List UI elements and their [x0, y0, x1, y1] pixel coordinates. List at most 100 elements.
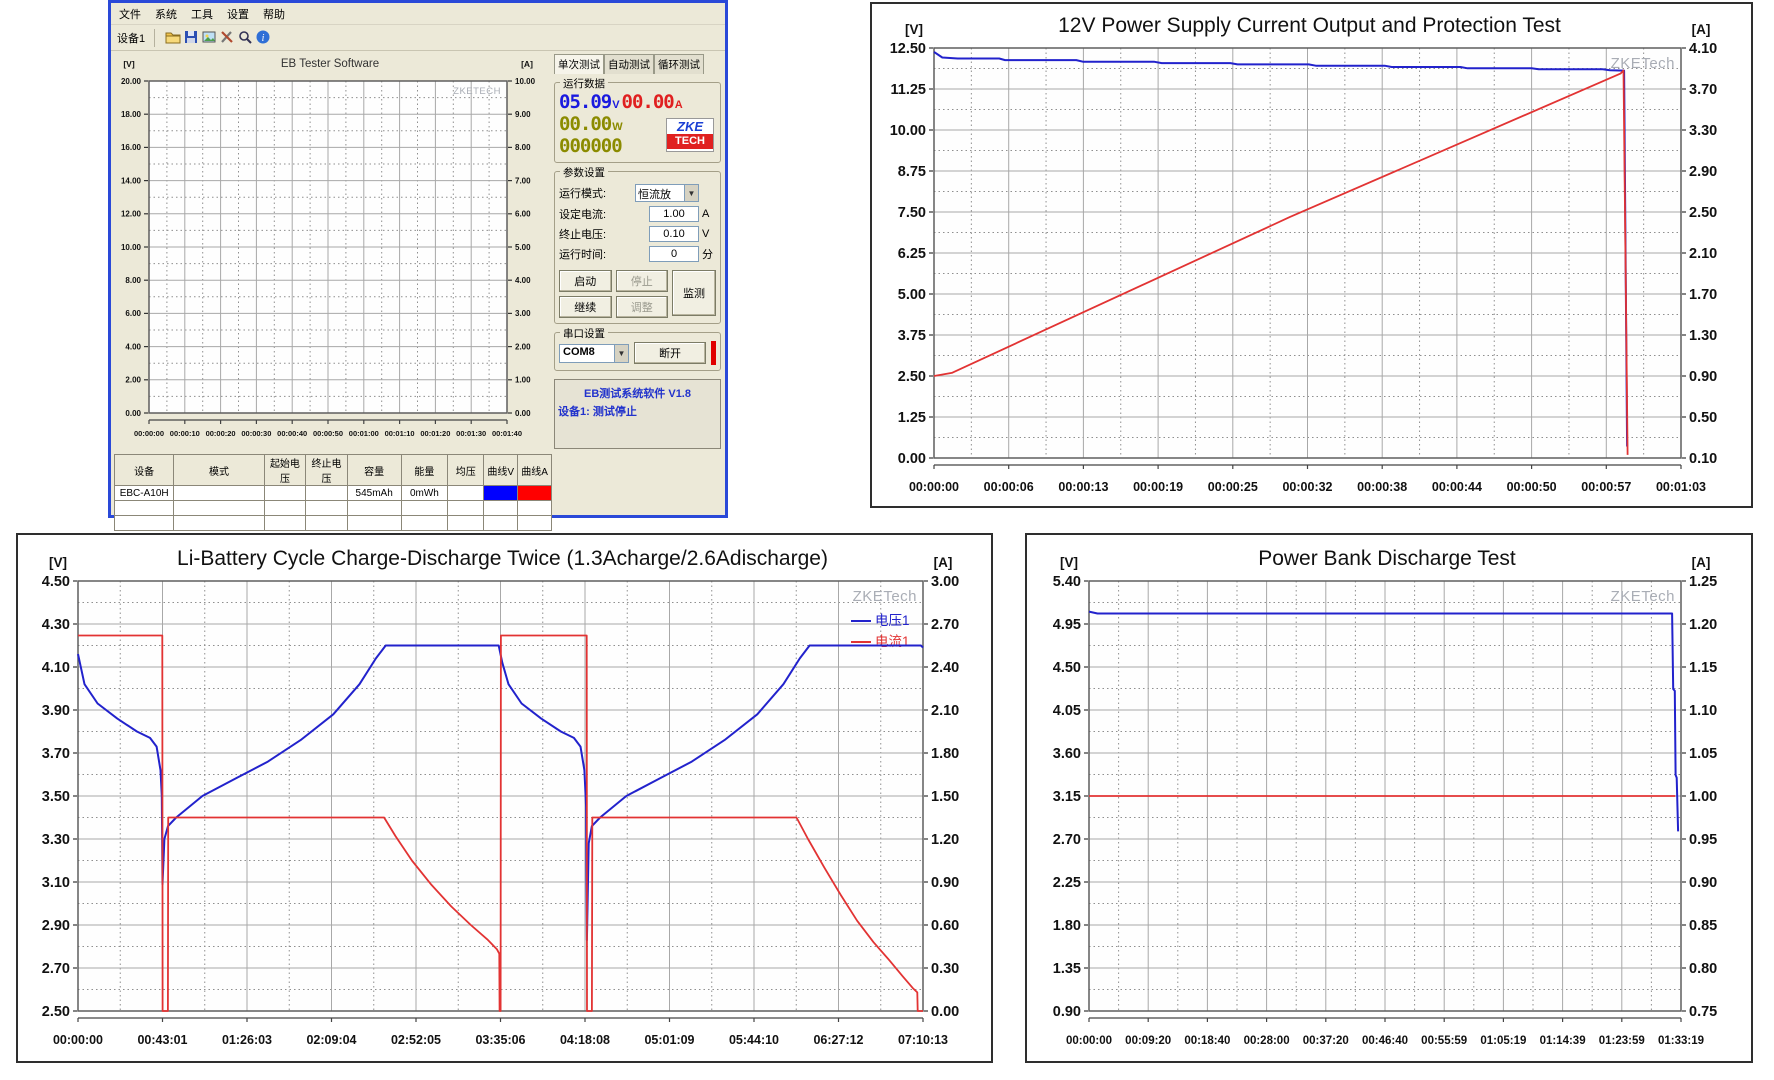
param-row-1: 设定电流: 1.00 A	[559, 206, 716, 222]
menu-item-0[interactable]: 文件	[119, 9, 141, 21]
svg-text:0.00: 0.00	[515, 409, 531, 418]
device-selector[interactable]: 设备1	[117, 32, 146, 45]
svg-text:3.90: 3.90	[42, 703, 70, 719]
table-cell-empty	[346, 500, 402, 516]
table-cell-empty	[447, 500, 485, 516]
tab-1[interactable]: 自动测试	[604, 54, 654, 74]
svg-text:3.70: 3.70	[1689, 82, 1717, 98]
right-axis-unit: [A]	[1692, 555, 1711, 570]
table-header-0: 设备	[113, 454, 175, 486]
current-unit: A	[674, 99, 683, 111]
svg-text:1.15: 1.15	[1689, 660, 1717, 676]
table-row[interactable]: EBC-A10H 545mAh 0mWh	[113, 485, 552, 501]
power-bank-chart: Power Bank Discharge Test [V] [A] 5.40 4.95 4…	[1027, 535, 1747, 1057]
svg-text:8.00: 8.00	[515, 143, 531, 152]
save-icon[interactable]	[182, 28, 200, 46]
svg-text:00:00:13: 00:00:13	[1058, 480, 1108, 494]
tab-2[interactable]: 循环测试	[654, 54, 704, 74]
connection-indicator	[711, 341, 716, 365]
svg-text:8.75: 8.75	[898, 164, 926, 180]
svg-text:1.50: 1.50	[931, 789, 959, 805]
menu-item-4[interactable]: 帮助	[263, 9, 285, 21]
param-unit-3: 分	[702, 249, 713, 261]
monitor-button[interactable]: 监测	[672, 270, 716, 316]
svg-text:2.10: 2.10	[931, 703, 959, 719]
eb-tester-window: 文件 系统 工具 设置 帮助 设备1 i EB Tester Software [V] [A…	[108, 0, 728, 531]
menu-item-3[interactable]: 设置	[227, 9, 249, 21]
svg-text:00:00:00: 00:00:00	[909, 480, 959, 494]
table-cell-0: EBC-A10H	[113, 485, 175, 501]
table-cell-empty	[346, 515, 402, 531]
adjust-button[interactable]: 调整	[615, 296, 668, 318]
svg-text:4.00: 4.00	[515, 276, 531, 285]
chart-title: Li-Battery Cycle Charge-Discharge Twice …	[177, 547, 828, 570]
legend-entry-1: 电流1	[875, 634, 910, 649]
menu-bar: 文件 系统 工具 设置 帮助	[111, 3, 725, 25]
zoom-icon[interactable]	[236, 28, 254, 46]
stop-button[interactable]: 停止	[615, 270, 668, 292]
svg-text:00:00:06: 00:00:06	[984, 480, 1034, 494]
export-image-icon[interactable]	[200, 28, 218, 46]
start-button[interactable]: 启动	[559, 270, 612, 292]
logo-zke-text: ZKE	[677, 119, 703, 134]
chart-title: EB Tester Software	[281, 58, 379, 70]
open-folder-icon[interactable]	[164, 28, 182, 46]
svg-text:1.80: 1.80	[931, 746, 959, 762]
svg-text:01:23:59: 01:23:59	[1599, 1035, 1645, 1047]
current-1-line	[78, 634, 923, 1012]
svg-text:0.85: 0.85	[1689, 918, 1717, 934]
about-icon[interactable]: i	[254, 28, 272, 46]
svg-text:04:18:08: 04:18:08	[560, 1033, 610, 1047]
svg-text:0.95: 0.95	[1689, 832, 1717, 848]
svg-text:00:00:32: 00:00:32	[1282, 480, 1332, 494]
right-axis-unit: [A]	[521, 59, 533, 69]
menu-item-2[interactable]: 工具	[191, 9, 213, 21]
table-cell-4: 545mAh	[346, 485, 402, 501]
svg-text:00:00:25: 00:00:25	[1208, 480, 1258, 494]
svg-text:8.00: 8.00	[125, 276, 141, 285]
left-axis-unit: [V]	[123, 59, 135, 69]
param-unit-1: A	[702, 208, 710, 220]
svg-text:00:00:44: 00:00:44	[1432, 480, 1482, 494]
svg-text:0.50: 0.50	[1689, 410, 1717, 426]
param-input-3[interactable]: 0	[649, 246, 699, 262]
svg-text:00:01:30: 00:01:30	[456, 429, 486, 438]
svg-text:3.70: 3.70	[42, 746, 70, 762]
left-axis-unit: [V]	[49, 555, 67, 570]
chevron-down-icon[interactable]: ▼	[684, 185, 698, 201]
svg-text:3.60: 3.60	[1053, 746, 1081, 762]
svg-text:12.00: 12.00	[121, 210, 142, 219]
svg-text:10.00: 10.00	[515, 77, 536, 86]
svg-text:02:52:05: 02:52:05	[391, 1033, 441, 1047]
svg-text:4.10: 4.10	[1689, 41, 1717, 57]
table-cell-empty	[517, 515, 552, 531]
com-port-select[interactable]: COM8 ▼	[559, 343, 629, 363]
run-mode-select[interactable]: 恒流放 ▼	[635, 184, 699, 202]
svg-text:11.25: 11.25	[891, 82, 927, 98]
tools-icon[interactable]	[218, 28, 236, 46]
table-cell-empty	[400, 500, 449, 516]
current-readout: 00.00	[621, 91, 675, 113]
params-group: 参数设置 运行模式: 恒流放 ▼ 设定电流: 1.00 A 终止电压: 0.10 V 运行时间: 0…	[554, 165, 721, 324]
svg-text:0.00: 0.00	[125, 409, 141, 418]
svg-text:4.50: 4.50	[42, 574, 70, 590]
svg-text:6.25: 6.25	[898, 246, 926, 262]
svg-text:6.00: 6.00	[125, 309, 141, 318]
svg-text:5.00: 5.00	[898, 287, 926, 303]
param-input-1[interactable]: 1.00	[649, 206, 699, 222]
svg-text:2.70: 2.70	[931, 617, 959, 633]
disconnect-button[interactable]: 断开	[634, 342, 706, 364]
param-label-3: 运行时间:	[559, 249, 607, 261]
svg-text:2.70: 2.70	[42, 961, 70, 977]
resume-button[interactable]: 继续	[559, 296, 612, 318]
svg-text:7.00: 7.00	[515, 176, 531, 185]
zketech-logo: ZKE TECH	[666, 118, 714, 152]
tab-0[interactable]: 单次测试	[554, 54, 604, 74]
svg-text:00:28:00: 00:28:00	[1244, 1035, 1290, 1047]
param-input-2[interactable]: 0.10	[649, 226, 699, 242]
svg-text:10.00: 10.00	[890, 123, 926, 139]
svg-text:4.50: 4.50	[1053, 660, 1081, 676]
menu-item-1[interactable]: 系统	[155, 9, 177, 21]
table-cell-empty	[263, 500, 307, 516]
chevron-down-icon[interactable]: ▼	[614, 344, 628, 362]
